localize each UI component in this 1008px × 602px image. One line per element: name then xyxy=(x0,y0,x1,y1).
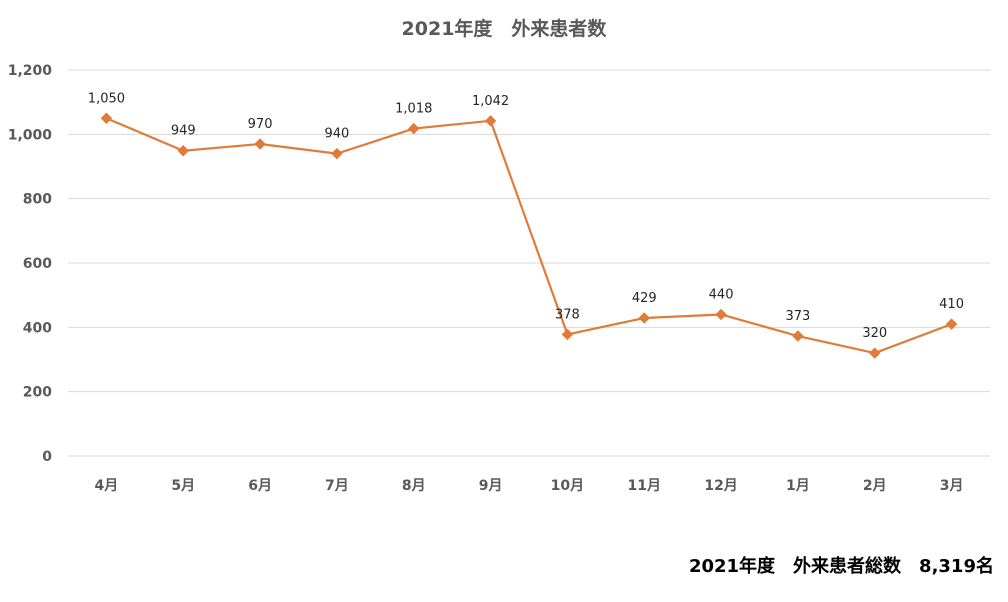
series-markers xyxy=(100,112,958,359)
data-label: 1,050 xyxy=(88,91,125,106)
x-tick-label: 8月 xyxy=(402,478,426,494)
data-label: 373 xyxy=(786,309,811,324)
x-tick-label: 5月 xyxy=(171,478,195,494)
y-tick-label: 800 xyxy=(23,192,52,208)
data-point-marker xyxy=(331,147,343,160)
x-tick-label: 10月 xyxy=(551,478,584,494)
series-line xyxy=(105,117,952,355)
data-label: 940 xyxy=(325,127,350,142)
y-tick-label: 200 xyxy=(23,385,52,401)
x-tick-label: 11月 xyxy=(628,478,661,494)
data-point-marker xyxy=(715,308,727,321)
y-tick-label: 600 xyxy=(23,256,52,272)
x-tick-label: 12月 xyxy=(704,478,737,494)
data-label: 410 xyxy=(939,297,964,312)
gridlines xyxy=(68,69,990,457)
data-point-marker xyxy=(638,312,650,324)
y-tick-label: 1,200 xyxy=(8,63,53,79)
data-point-marker xyxy=(100,112,113,124)
data-label: 1,042 xyxy=(472,94,509,109)
data-point-marker xyxy=(177,145,189,157)
data-labels: 1,050 949 970 940 1,018 1,042 378 429 440 373 320 4… xyxy=(88,91,964,341)
data-label: 429 xyxy=(632,291,657,306)
data-label: 949 xyxy=(171,124,196,139)
x-axis-ticks: 4月 5月 6月 7月 8月 9月 10月 11月 12月 1月 2月 3月 xyxy=(95,478,964,494)
chart-title: 2021年度 外来患者数 xyxy=(401,18,607,40)
data-label: 320 xyxy=(862,326,887,341)
x-tick-label: 9月 xyxy=(479,478,503,494)
total-patients-note: 2021年度 外来患者総数 8,319名 xyxy=(688,556,994,577)
x-tick-label: 1月 xyxy=(786,478,810,494)
data-label: 970 xyxy=(248,117,273,132)
data-point-marker xyxy=(945,318,958,330)
x-tick-label: 3月 xyxy=(940,478,964,494)
data-point-marker xyxy=(484,115,497,127)
x-tick-label: 6月 xyxy=(248,478,272,494)
data-point-marker xyxy=(792,330,804,342)
x-tick-label: 2月 xyxy=(863,478,887,494)
y-tick-label: 1,000 xyxy=(8,127,53,143)
data-point-marker xyxy=(408,122,420,135)
data-point-marker xyxy=(869,347,881,359)
data-label: 440 xyxy=(709,287,734,302)
series-polyline xyxy=(105,117,952,355)
y-tick-label: 400 xyxy=(23,320,52,336)
y-tick-label: 0 xyxy=(42,449,52,465)
y-axis-ticks: 0 200 400 600 800 1,000 1,200 xyxy=(8,63,53,465)
data-label: 378 xyxy=(555,307,580,322)
data-point-marker xyxy=(561,328,574,341)
data-point-marker xyxy=(254,138,266,150)
data-label: 1,018 xyxy=(395,102,432,117)
x-tick-label: 7月 xyxy=(325,478,349,494)
x-tick-label: 4月 xyxy=(95,478,119,494)
